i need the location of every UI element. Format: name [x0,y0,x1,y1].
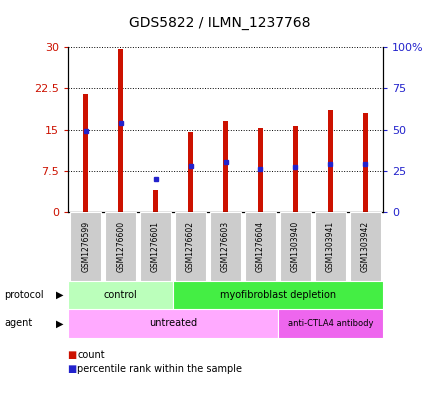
Bar [328,110,333,212]
Bar [245,212,276,281]
Bar [363,113,368,212]
Text: control: control [104,290,138,300]
Text: ▶: ▶ [55,290,63,300]
Bar [70,212,101,281]
Bar [118,49,123,212]
Text: percentile rank within the sample: percentile rank within the sample [77,364,242,374]
Text: GSM1276599: GSM1276599 [81,221,90,272]
Text: anti-CTLA4 antibody: anti-CTLA4 antibody [288,319,373,328]
Text: GDS5822 / ILMN_1237768: GDS5822 / ILMN_1237768 [129,16,311,30]
Text: myofibroblast depletion: myofibroblast depletion [220,290,336,300]
Text: GSM1303941: GSM1303941 [326,221,335,272]
Bar [188,132,193,212]
Text: ■: ■ [68,364,81,374]
Text: GSM1276604: GSM1276604 [256,221,265,272]
Bar [153,190,158,212]
Bar [68,309,278,338]
Text: agent: agent [4,318,33,329]
Bar [223,121,228,212]
Text: count: count [77,350,105,360]
Text: ■: ■ [68,350,81,360]
Bar [258,128,263,212]
Text: ▶: ▶ [55,318,63,329]
Text: GSM1276603: GSM1276603 [221,221,230,272]
Bar [105,212,136,281]
Text: GSM1303942: GSM1303942 [361,221,370,272]
Bar [210,212,241,281]
Bar [83,94,88,212]
Bar [315,212,346,281]
Text: GSM1276600: GSM1276600 [116,221,125,272]
Bar [175,212,206,281]
Bar [350,212,381,281]
Text: protocol: protocol [4,290,44,300]
Bar [293,126,298,212]
Text: GSM1276602: GSM1276602 [186,221,195,272]
Bar [68,281,173,309]
Bar [280,212,311,281]
Bar [278,309,383,338]
Text: GSM1303940: GSM1303940 [291,221,300,272]
Bar [173,281,383,309]
Bar [140,212,171,281]
Text: untreated: untreated [149,318,197,329]
Text: GSM1276601: GSM1276601 [151,221,160,272]
